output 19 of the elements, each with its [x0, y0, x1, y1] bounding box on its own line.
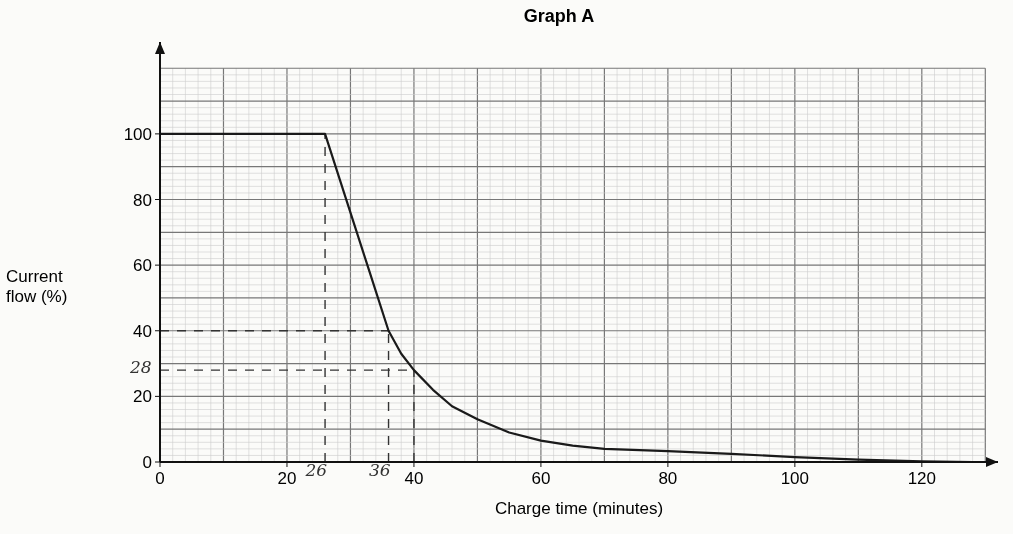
chart-title: Graph A [523, 6, 595, 26]
y-tick-label: 60 [133, 256, 152, 276]
ref-line-label: 28 [129, 357, 152, 378]
x-axis-title: Charge time (minutes) [494, 499, 664, 518]
y-tick-label: 0 [142, 453, 152, 472]
x-tick-label: 120 [907, 469, 937, 488]
x-tick-label: 0 [155, 469, 165, 488]
y-axis-title: Current flow (%) [6, 266, 68, 306]
x-tick-label: 60 [531, 469, 551, 488]
x-tick-label: 40 [404, 469, 424, 488]
ref-line-label: 26 [304, 460, 328, 480]
y-tick-label: 100 [123, 124, 152, 144]
y-tick-label: 80 [133, 190, 152, 210]
y-tick-label: 20 [133, 387, 152, 407]
x-tick-label: 80 [658, 469, 678, 488]
x-tick-label: 100 [780, 469, 810, 488]
ref-line-label: 36 [368, 460, 391, 480]
y-tick-label: 40 [133, 321, 152, 341]
x-tick-label: 20 [277, 469, 297, 488]
